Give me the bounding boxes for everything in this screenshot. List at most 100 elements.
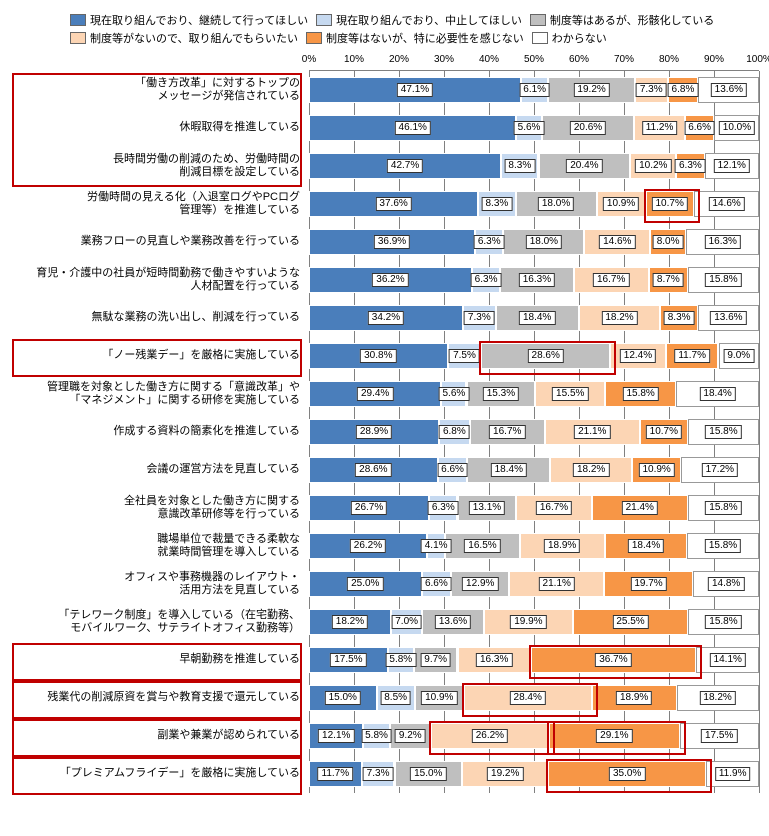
value-label: 6.3% [471, 273, 502, 287]
value-label: 14.1% [710, 653, 746, 667]
value-label: 18.2% [699, 691, 735, 705]
value-label: 5.8% [385, 653, 416, 667]
value-label: 19.2% [573, 83, 609, 97]
value-label: 34.2% [368, 311, 404, 325]
bar-track: 25.0%6.6%12.9%21.1%19.7%14.8% [309, 571, 759, 597]
chart-row: 残業代の削減原資を賞与や教育支援で還元している15.0%8.5%10.9%28.… [10, 679, 759, 717]
chart-row: 長時間労働の削減のため、労働時間の削減目標を設定している42.7%8.3%20.… [10, 147, 759, 185]
value-label: 19.2% [487, 767, 523, 781]
value-label: 10.7% [646, 425, 682, 439]
value-label: 7.3% [636, 83, 667, 97]
row-label: 「働き方改革」に対するトップのメッセージが発信されている [10, 77, 309, 103]
chart-row: 職場単位で裁量できる柔軟な就業時間管理を導入している26.2%4.1%16.5%… [10, 527, 759, 565]
value-label: 18.4% [519, 311, 555, 325]
chart-row: 「テレワーク制度」を導入している（在宅勤務、モバイルワーク、サテライトオフィス勤… [10, 603, 759, 641]
value-label: 16.3% [519, 273, 555, 287]
value-label: 10.0% [719, 121, 755, 135]
value-label: 9.7% [420, 653, 451, 667]
chart-row: 早朝勤務を推進している17.5%5.8%9.7%16.3%36.7%14.1% [10, 641, 759, 679]
chart-row: 管理職を対象とした働き方に関する「意識改革」や「マネジメント」に関する研修を実施… [10, 375, 759, 413]
bar-track: 26.2%4.1%16.5%18.9%18.4%15.8% [309, 533, 759, 559]
x-axis: 0%10%20%30%40%50%60%70%80%90%100% [309, 54, 759, 71]
legend-swatch [532, 32, 548, 44]
value-label: 15.8% [705, 425, 741, 439]
value-label: 15.8% [705, 273, 741, 287]
bar-track: 12.1%5.8%9.2%26.2%29.1%17.5% [309, 723, 759, 749]
value-label: 21.1% [574, 425, 610, 439]
axis-tick: 90% [704, 54, 724, 65]
legend-swatch [306, 32, 322, 44]
value-label: 5.8% [361, 729, 392, 743]
bar-track: 37.6%8.3%18.0%10.9%10.7%14.6% [309, 191, 759, 217]
value-label: 28.6% [355, 463, 391, 477]
value-label: 16.7% [536, 501, 572, 515]
value-label: 6.1% [519, 83, 550, 97]
bar-track: 11.7%7.3%15.0%19.2%35.0%11.9% [309, 761, 759, 787]
value-label: 18.0% [538, 197, 574, 211]
value-label: 9.2% [395, 729, 426, 743]
value-label: 4.1% [421, 539, 452, 553]
chart-row: 全社員を対象とした働き方に関する意識改革研修等を行っている26.7%6.3%13… [10, 489, 759, 527]
chart-row: 「プレミアムフライデー」を厳格に実施している11.7%7.3%15.0%19.2… [10, 755, 759, 793]
legend-item: 制度等がないので、取り組んでもらいたい [70, 30, 298, 46]
axis-tick: 30% [434, 54, 454, 65]
bar-track: 17.5%5.8%9.7%16.3%36.7%14.1% [309, 647, 759, 673]
value-label: 15.8% [705, 501, 741, 515]
value-label: 36.9% [374, 235, 410, 249]
value-label: 10.9% [638, 463, 674, 477]
value-label: 13.6% [435, 615, 471, 629]
value-label: 21.4% [622, 501, 658, 515]
legend-swatch [316, 14, 332, 26]
bar-track: 18.2%7.0%13.6%19.9%25.5%15.8% [309, 609, 759, 635]
row-label: 全社員を対象とした働き方に関する意識改革研修等を行っている [10, 495, 309, 521]
chart-row: オフィスや事務機器のレイアウト・活用方法を見直している 25.0% 6.6% 12.9… [10, 565, 759, 603]
value-label: 10.7% [651, 197, 687, 211]
value-label: 15.8% [622, 387, 658, 401]
value-label: 12.9% [462, 577, 498, 591]
chart-row: 育児・介護中の社員が短時間勤務で働きやすいような人材配置を行っている36.2%6… [10, 261, 759, 299]
axis-tick: 60% [569, 54, 589, 65]
value-label: 18.4% [699, 387, 735, 401]
bar-track: 36.9%6.3%18.0%14.6%8.0%16.3% [309, 229, 759, 255]
value-label: 15.8% [705, 615, 741, 629]
axis-tick: 70% [614, 54, 634, 65]
row-label: 会議の運営方法を見直している [10, 463, 309, 476]
value-label: 15.0% [410, 767, 446, 781]
value-label: 30.8% [360, 349, 396, 363]
value-label: 10.9% [603, 197, 639, 211]
row-label: 「テレワーク制度」を導入している（在宅勤務、モバイルワーク、サテライトオフィス勤… [10, 609, 309, 635]
legend-item: わからない [532, 30, 607, 46]
chart-row: 副業や兼業が認められている12.1%5.8%9.2%26.2%29.1%17.5… [10, 717, 759, 755]
value-label: 19.7% [630, 577, 666, 591]
value-label: 14.6% [599, 235, 635, 249]
value-label: 6.6% [421, 577, 452, 591]
bar-track: 28.9%6.8%16.7%21.1%10.7%15.8% [309, 419, 759, 445]
value-label: 7.0% [391, 615, 422, 629]
bar-track: 47.1%6.1%19.2%7.3%6.8%13.6% [309, 77, 759, 103]
value-label: 13.1% [469, 501, 505, 515]
value-label: 8.3% [481, 197, 512, 211]
value-label: 8.5% [380, 691, 411, 705]
chart-row: 作成する資料の簡素化を推進している28.9%6.8%16.7%21.1%10.7… [10, 413, 759, 451]
row-label: 長時間労働の削減のため、労働時間の削減目標を設定している [10, 153, 309, 179]
value-label: 14.6% [708, 197, 744, 211]
chart-rows: 「働き方改革」に対するトップのメッセージが発信されている47.1%6.1%19.… [10, 71, 759, 793]
axis-tick: 20% [389, 54, 409, 65]
chart-row: 労働時間の見える化（入退室ログやPCログ管理等）を推進している37.6%8.3%… [10, 185, 759, 223]
value-label: 35.0% [609, 767, 645, 781]
value-label: 17.5% [701, 729, 737, 743]
bar-track: 30.8%7.5%28.6%12.4%11.7%9.0% [309, 343, 759, 369]
value-label: 12.1% [714, 159, 750, 173]
value-label: 6.3% [474, 235, 505, 249]
row-label: オフィスや事務機器のレイアウト・活用方法を見直している [10, 571, 309, 597]
value-label: 6.8% [668, 83, 699, 97]
bar-track: 46.1%5.6%20.6%11.2%6.6%10.0% [309, 115, 759, 141]
axis-tick: 50% [524, 54, 544, 65]
value-label: 25.0% [347, 577, 383, 591]
value-label: 36.2% [372, 273, 408, 287]
stacked-bar-chart: 現在取り組んでおり、継続して行ってほしい現在取り組んでおり、中止してほしい制度等… [10, 10, 759, 793]
bar-track: 15.0%8.5%10.9%28.4%18.9%18.2% [309, 685, 759, 711]
legend-item: 制度等はあるが、形骸化している [530, 12, 714, 28]
legend-item: 現在取り組んでおり、継続して行ってほしい [70, 12, 308, 28]
chart-row: 「ノー残業デー」を厳格に実施している30.8%7.5%28.6%12.4%11.… [10, 337, 759, 375]
